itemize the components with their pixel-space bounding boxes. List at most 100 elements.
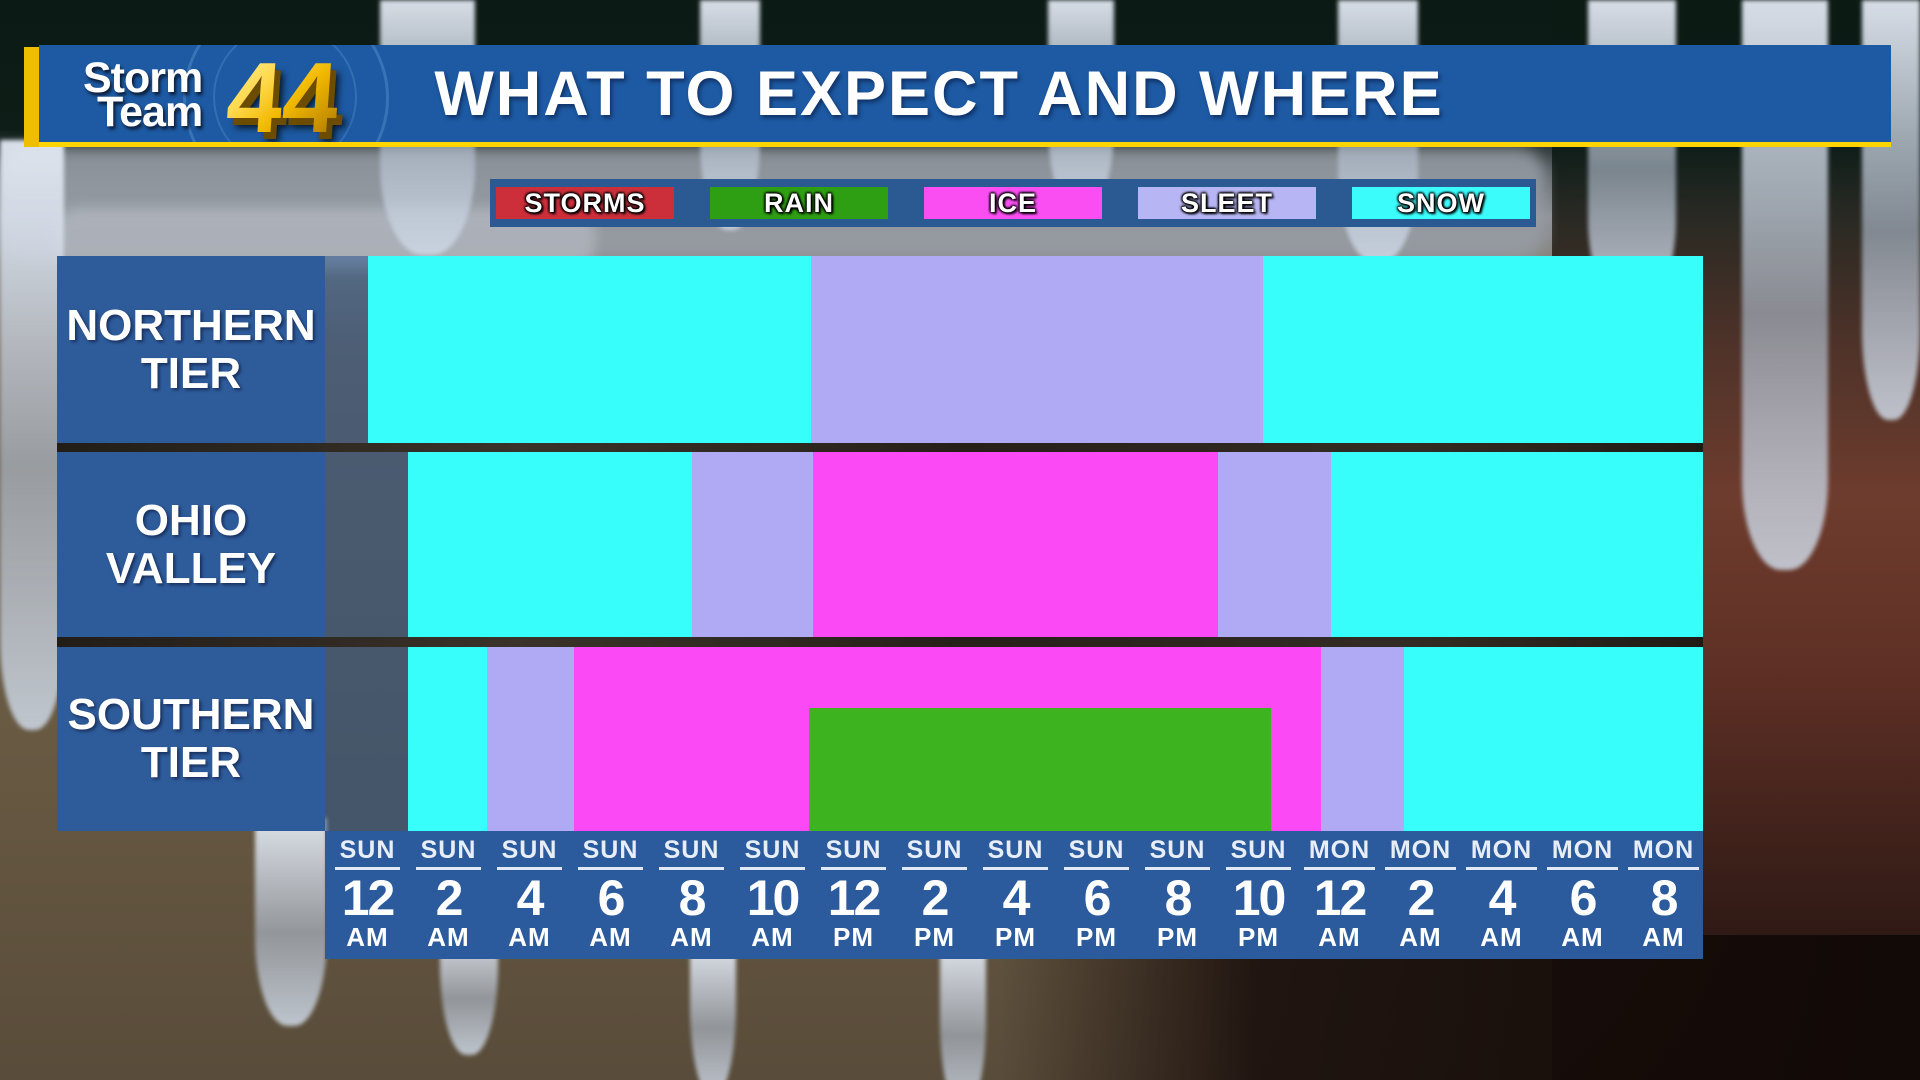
logo-wordmark: Storm Team xyxy=(83,57,203,136)
tick-hour-label: 2 xyxy=(435,870,464,926)
radar-circle-decoration xyxy=(183,45,389,142)
tick-hour-label: 12 xyxy=(341,870,396,926)
tick-hour-label: 4 xyxy=(516,870,545,926)
legend: STORMS RAIN ICE SLEET SNOW xyxy=(490,179,1536,227)
tick-hour-label: 8 xyxy=(1650,870,1679,926)
legend-item-storms: STORMS xyxy=(496,187,674,219)
time-tick-sun-8am: SUN 8 AM xyxy=(651,831,732,959)
logo-word-team: Team xyxy=(97,88,203,136)
legend-item-ice: ICE xyxy=(924,187,1102,219)
radar-circle-decoration xyxy=(213,45,357,142)
tick-meridiem-label: PM xyxy=(1157,922,1198,952)
legend-item-snow: SNOW xyxy=(1352,187,1530,219)
tick-meridiem-label: AM xyxy=(1642,922,1685,952)
tick-day-label: SUN xyxy=(739,837,806,870)
tick-hour-label: 8 xyxy=(678,870,707,926)
tick-hour-label: 8 xyxy=(1164,870,1193,926)
tick-meridiem-label: PM xyxy=(995,922,1036,952)
row-label-southern: SOUTHERN TIER xyxy=(57,647,325,831)
yellow-accent-bar xyxy=(24,47,39,147)
legend-item-sleet: SLEET xyxy=(1138,187,1316,219)
tick-meridiem-label: AM xyxy=(346,922,389,952)
time-tick-mon-4am: MON 4 AM xyxy=(1461,831,1542,959)
row-label-line: OHIO xyxy=(134,495,248,545)
time-tick-sun-10am: SUN 10 AM xyxy=(732,831,813,959)
weather-track-northern xyxy=(325,256,1703,443)
tick-hour-label: 4 xyxy=(1488,870,1517,926)
tick-meridiem-label: AM xyxy=(589,922,632,952)
tick-hour-label: 6 xyxy=(1569,870,1598,926)
time-tick-sun-4pm: SUN 4 PM xyxy=(975,831,1056,959)
tick-meridiem-label: AM xyxy=(1480,922,1523,952)
sleet-segment xyxy=(1218,452,1332,637)
icicle xyxy=(690,945,736,1080)
time-tick-sun-12pm: SUN 12 PM xyxy=(813,831,894,959)
weather-track-southern xyxy=(325,647,1703,831)
time-tick-sun-6am: SUN 6 AM xyxy=(570,831,651,959)
time-tick-sun-6pm: SUN 6 PM xyxy=(1056,831,1137,959)
tick-hour-label: 6 xyxy=(597,870,626,926)
tick-hour-label: 10 xyxy=(1232,870,1287,926)
row-divider xyxy=(57,443,1703,452)
ice-segment xyxy=(813,452,1218,637)
tick-day-label: SUN xyxy=(496,837,563,870)
time-tick-sun-2pm: SUN 2 PM xyxy=(894,831,975,959)
snow-segment xyxy=(367,256,811,443)
row-divider xyxy=(57,637,1703,647)
logo-number-44: 44 44 xyxy=(223,45,348,142)
tick-hour-label: 6 xyxy=(1083,870,1112,926)
tick-day-label: MON xyxy=(1303,837,1376,870)
row-label-line: VALLEY xyxy=(105,543,277,593)
logo-word-storm: Storm xyxy=(83,54,203,102)
time-tick-mon-8am: MON 8 AM xyxy=(1623,831,1704,959)
time-tick-sun-8pm: SUN 8 PM xyxy=(1137,831,1218,959)
sleet-segment xyxy=(691,452,813,637)
tick-day-label: SUN xyxy=(1144,837,1211,870)
sleet-segment xyxy=(486,647,575,831)
tick-day-label: SUN xyxy=(415,837,482,870)
tick-meridiem-label: AM xyxy=(427,922,470,952)
snow-segment xyxy=(408,452,692,637)
time-tick-mon-6am: MON 6 AM xyxy=(1542,831,1623,959)
snow-segment xyxy=(1331,452,1703,637)
row-label-ohio: OHIO VALLEY xyxy=(57,452,325,637)
tick-meridiem-label: AM xyxy=(1561,922,1604,952)
tick-day-label: SUN xyxy=(820,837,887,870)
tick-meridiem-label: PM xyxy=(833,922,874,952)
page-title: WHAT TO EXPECT AND WHERE xyxy=(434,59,1444,129)
tick-day-label: SUN xyxy=(658,837,725,870)
tick-meridiem-label: AM xyxy=(751,922,794,952)
row-label-line: SOUTHERN xyxy=(67,690,315,739)
tick-day-label: SUN xyxy=(334,837,401,870)
time-tick-sun-2am: SUN 2 AM xyxy=(408,831,489,959)
tick-meridiem-label: AM xyxy=(508,922,551,952)
tick-hour-label: 2 xyxy=(1407,870,1436,926)
tick-day-label: SUN xyxy=(1225,837,1292,870)
rain-segment xyxy=(808,708,1271,831)
time-tick-mon-2am: MON 2 AM xyxy=(1380,831,1461,959)
tick-day-label: SUN xyxy=(901,837,968,870)
time-axis: SUN 12 AM SUN 2 AM SUN 4 AM SUN 6 AM SUN 8 AM SUN 10 AM SU… xyxy=(325,831,1703,959)
row-label-line: NORTHERN xyxy=(66,300,316,350)
tick-day-label: MON xyxy=(1384,837,1457,870)
time-tick-sun-12am: SUN 12 AM xyxy=(327,831,408,959)
tick-hour-label: 12 xyxy=(1313,870,1368,926)
tick-meridiem-label: AM xyxy=(1399,922,1442,952)
tick-meridiem-label: AM xyxy=(670,922,713,952)
tick-day-label: MON xyxy=(1465,837,1538,870)
tick-meridiem-label: AM xyxy=(1318,922,1361,952)
tick-hour-label: 2 xyxy=(921,870,950,926)
icicle xyxy=(0,140,64,730)
row-label-line: TIER xyxy=(140,348,242,398)
tick-day-label: SUN xyxy=(577,837,644,870)
tick-meridiem-label: PM xyxy=(1076,922,1117,952)
row-label-line: TIER xyxy=(140,738,242,787)
tick-day-label: SUN xyxy=(1063,837,1130,870)
icicle xyxy=(255,818,327,1026)
tick-day-label: MON xyxy=(1546,837,1619,870)
legend-item-rain: RAIN xyxy=(710,187,888,219)
time-tick-sun-4am: SUN 4 AM xyxy=(489,831,570,959)
